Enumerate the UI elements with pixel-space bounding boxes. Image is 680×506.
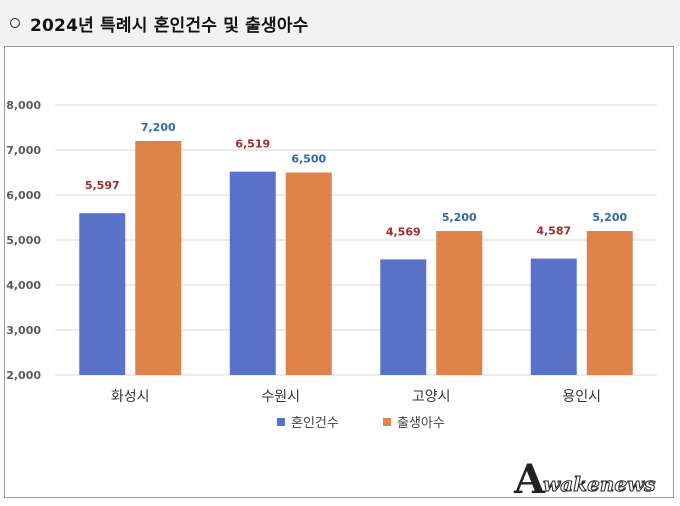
watermark-text: wakenews: [543, 472, 656, 497]
legend-label: 출생아수: [397, 416, 445, 431]
page-title: 2024년 특례시 혼인건수 및 출생아수: [30, 15, 309, 36]
data-label: 7,200: [141, 121, 176, 134]
watermark-letter: A: [514, 456, 546, 503]
y-tick-label: 5,000: [6, 234, 41, 247]
bar: [79, 213, 126, 375]
legend-swatch: [277, 418, 285, 426]
y-tick-label: 6,000: [6, 189, 41, 202]
data-label: 5,200: [442, 211, 477, 224]
x-tick-label: 고양시: [412, 389, 451, 405]
data-label: 4,569: [386, 225, 421, 238]
bar: [530, 258, 577, 375]
y-tick-label: 7,000: [6, 144, 41, 157]
bar: [135, 141, 182, 375]
bar: [436, 231, 483, 375]
x-tick-label: 수원시: [261, 389, 300, 405]
header-bar: 2024년 특례시 혼인건수 및 출생아수: [0, 0, 680, 46]
data-label: 6,519: [235, 138, 270, 151]
data-label: 4,587: [536, 225, 571, 238]
y-tick-label: 4,000: [6, 279, 41, 292]
bar: [380, 259, 427, 375]
bar-chart: 2,000 3,000 4,000 5,000 6,000 7,000 8,000 5,597…: [6, 99, 657, 431]
data-label: 6,500: [291, 153, 326, 166]
bar: [229, 171, 276, 375]
circle-bullet-icon: [10, 18, 20, 28]
data-label: 5,597: [85, 179, 120, 192]
chart-frame: 2,000 3,000 4,000 5,000 6,000 7,000 8,000 5,597…: [4, 46, 674, 498]
x-tick-label: 용인시: [562, 389, 601, 405]
bar: [285, 172, 332, 375]
y-tick-label: 2,000: [6, 369, 41, 382]
x-tick-label: 화성시: [111, 389, 150, 405]
data-label: 5,200: [592, 211, 627, 224]
y-tick-label: 3,000: [6, 324, 41, 337]
bar: [586, 231, 633, 375]
legend-label: 혼인건수: [291, 416, 339, 431]
y-tick-label: 8,000: [6, 99, 41, 112]
legend-swatch: [383, 418, 391, 426]
awakenews-watermark-logo: A wakenews: [514, 456, 656, 503]
